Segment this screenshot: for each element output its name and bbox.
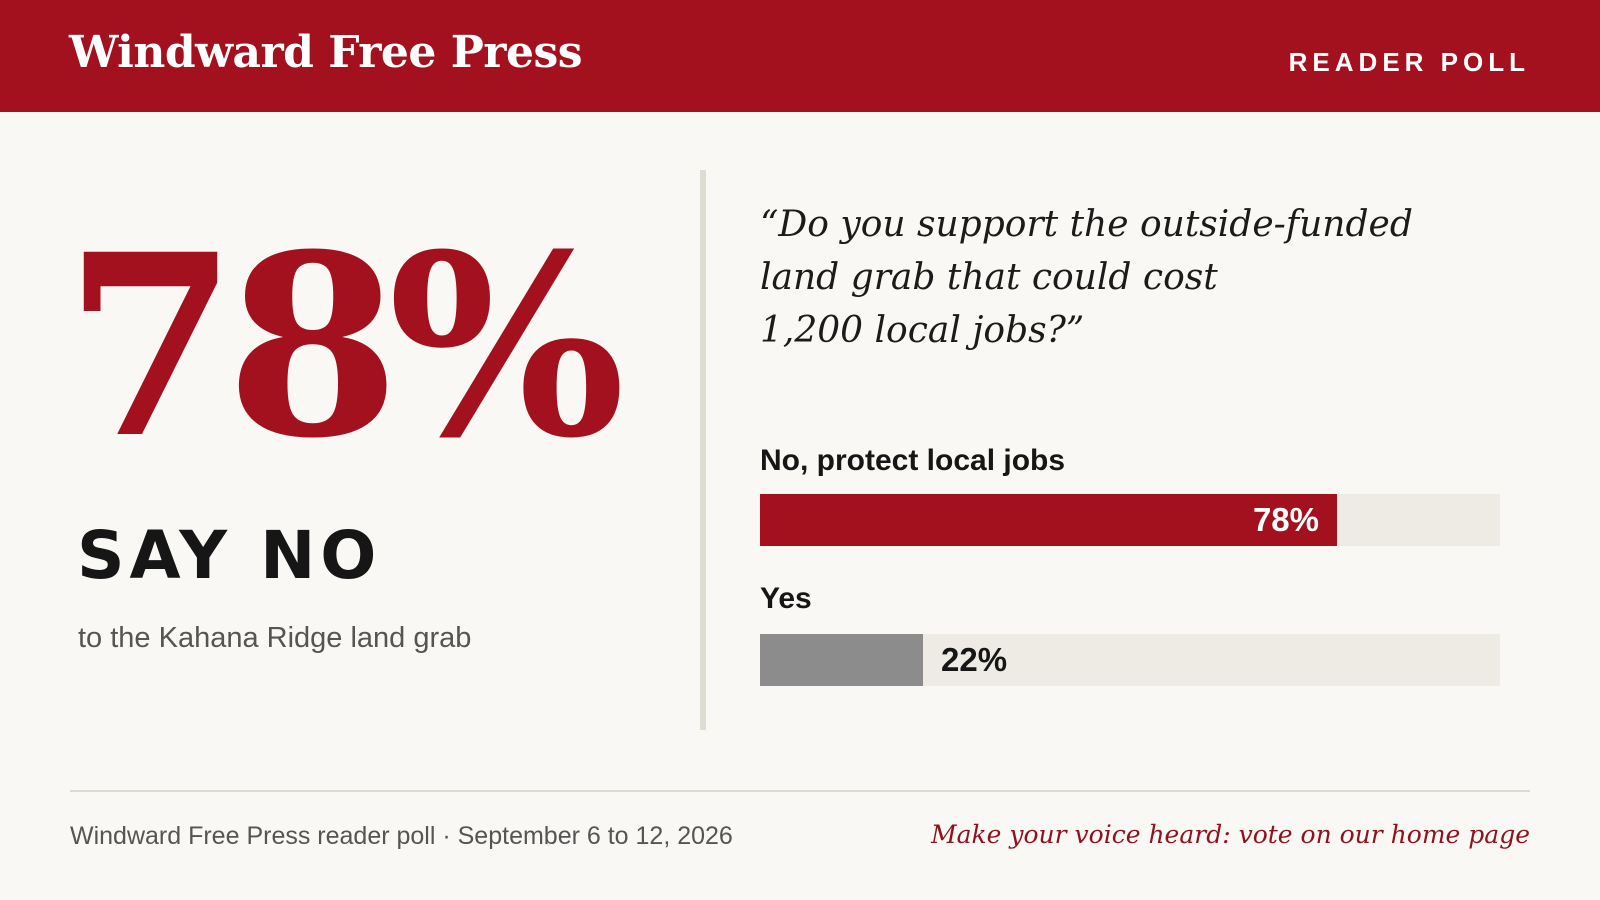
bar-no xyxy=(760,494,1337,546)
poll-question-line: “Do you support the outside-funded xyxy=(760,204,1413,245)
bar-value-yes: 22% xyxy=(941,641,1008,678)
poll-question-line: 1,200 local jobs?” xyxy=(760,310,1085,351)
footer-divider xyxy=(70,790,1530,792)
option-label-no: No, protect local jobs xyxy=(760,444,1066,477)
section-label: READER POLL xyxy=(1288,47,1530,77)
poll-question-line: land grab that could cost xyxy=(760,257,1218,298)
bar-value-no: 78% xyxy=(1252,501,1319,538)
vertical-divider xyxy=(700,170,706,730)
masthead: Windward Free Press READER POLL xyxy=(0,0,1600,112)
bar-track-no: 78% xyxy=(760,494,1500,546)
vote-call-to-action[interactable]: Make your voice heard: vote on our home … xyxy=(930,820,1530,849)
headline-percentage: 78% xyxy=(64,199,625,493)
option-label-yes: Yes xyxy=(760,582,812,615)
poll-source-note: Windward Free Press reader poll · Septem… xyxy=(70,822,733,850)
bar-yes xyxy=(760,634,923,686)
bar-track-yes: 22% xyxy=(760,634,1500,686)
subheadline: to the Kahana Ridge land grab xyxy=(78,622,472,654)
publication-name: Windward Free Press xyxy=(69,27,583,78)
poll-question: “Do you support the outside-funded land … xyxy=(760,198,1480,357)
headline: SAY NO xyxy=(77,517,382,594)
